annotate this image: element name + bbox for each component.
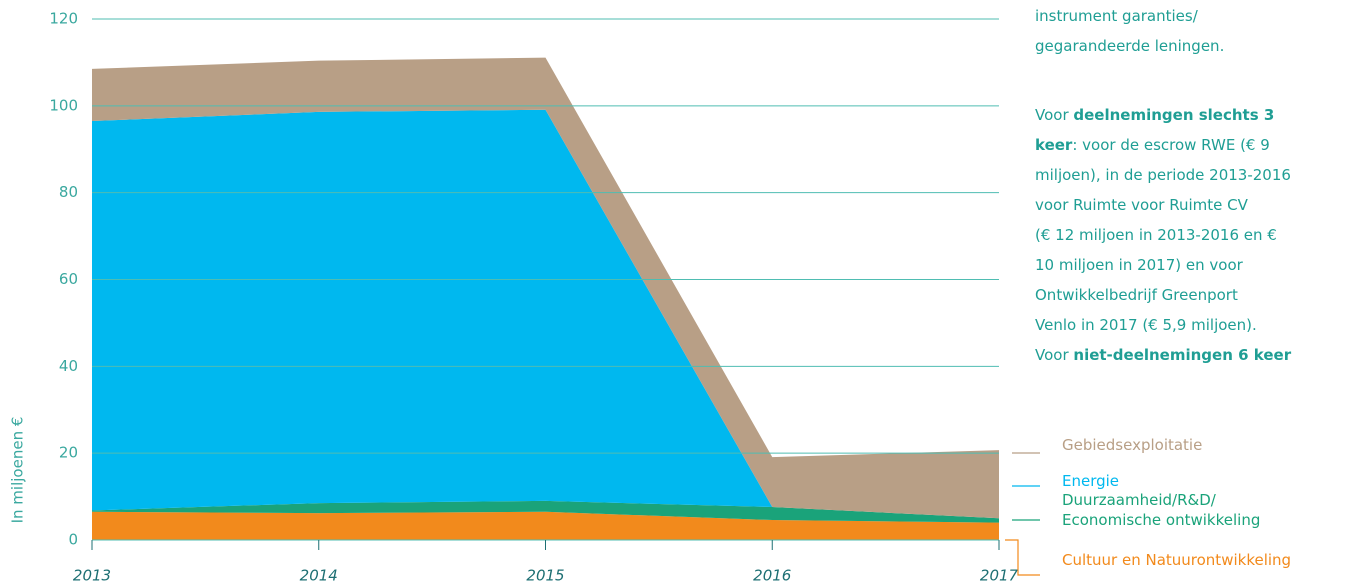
y-tick-label: 0 [68, 531, 78, 549]
y-tick-label: 60 [59, 270, 78, 288]
y-tick-label: 20 [59, 444, 78, 462]
text-line: (€ 12 miljoen in 2013-2016 en € [1035, 226, 1277, 244]
y-tick-label: 80 [59, 183, 78, 201]
legend-entry: Energie [1062, 472, 1120, 490]
text-run: : voor de escrow RWE (€ 9 [1072, 136, 1269, 154]
text-run: niet-deelnemingen 6 keer [1073, 346, 1291, 364]
legend-entry: Cultuur en Natuurontwikkeling [1062, 551, 1292, 569]
text-line: Voor niet-deelnemingen 6 keer [1035, 346, 1292, 364]
text-line: miljoen), in de periode 2013-2016 [1035, 166, 1291, 184]
y-tick-label: 100 [49, 96, 78, 114]
text-line: 10 miljoen in 2017) en voor [1035, 256, 1244, 274]
text-line: gegarandeerde leningen. [1035, 37, 1224, 55]
y-axis-label: In miljoenen € [9, 417, 27, 524]
area [92, 109, 999, 519]
text-run: deelnemingen slechts 3 [1073, 106, 1274, 124]
text-line: keer: voor de escrow RWE (€ 9 [1035, 136, 1270, 154]
text-run: keer [1035, 136, 1073, 154]
legend-leader [1005, 539, 1040, 576]
text-run: miljoen), in de periode 2013-2016 [1035, 166, 1291, 184]
text-run: voor Ruimte voor Ruimte CV [1035, 196, 1249, 214]
area [92, 511, 999, 540]
text-run: Voor [1035, 346, 1073, 364]
text-run: Venlo in 2017 (€ 5,9 miljoen). [1035, 316, 1257, 334]
legend-entry: Duurzaamheid/R&D/ Economische ontwikkeli… [1062, 491, 1261, 529]
text-run: 10 miljoen in 2017) en voor [1035, 256, 1244, 274]
x-tick-label: 2015 [526, 567, 564, 585]
text-run: Ontwikkelbedrijf Greenport [1035, 286, 1238, 304]
x-tick-label: 2013 [73, 567, 111, 585]
x-tick-label: 2014 [300, 567, 338, 585]
y-tick-label: 40 [59, 357, 78, 375]
legend-entry: Gebiedsexploitatie [1062, 436, 1203, 454]
text-run: gegarandeerde leningen. [1035, 37, 1224, 55]
text-line: Voor deelnemingen slechts 3 [1035, 106, 1274, 124]
y-tick-label: 120 [49, 10, 78, 28]
text-line: Venlo in 2017 (€ 5,9 miljoen). [1035, 316, 1257, 334]
area [92, 500, 999, 523]
text-line: Ontwikkelbedrijf Greenport [1035, 286, 1238, 304]
text-run: instrument garanties/ [1035, 7, 1199, 25]
text-line: voor Ruimte voor Ruimte CV [1035, 196, 1249, 214]
x-tick-label: 2017 [980, 567, 1019, 585]
text-run: Voor [1035, 106, 1073, 124]
x-tick-label: 2016 [753, 567, 791, 585]
area [92, 57, 999, 519]
text-run: (€ 12 miljoen in 2013-2016 en € [1035, 226, 1277, 244]
text-line: instrument garanties/ [1035, 7, 1199, 25]
